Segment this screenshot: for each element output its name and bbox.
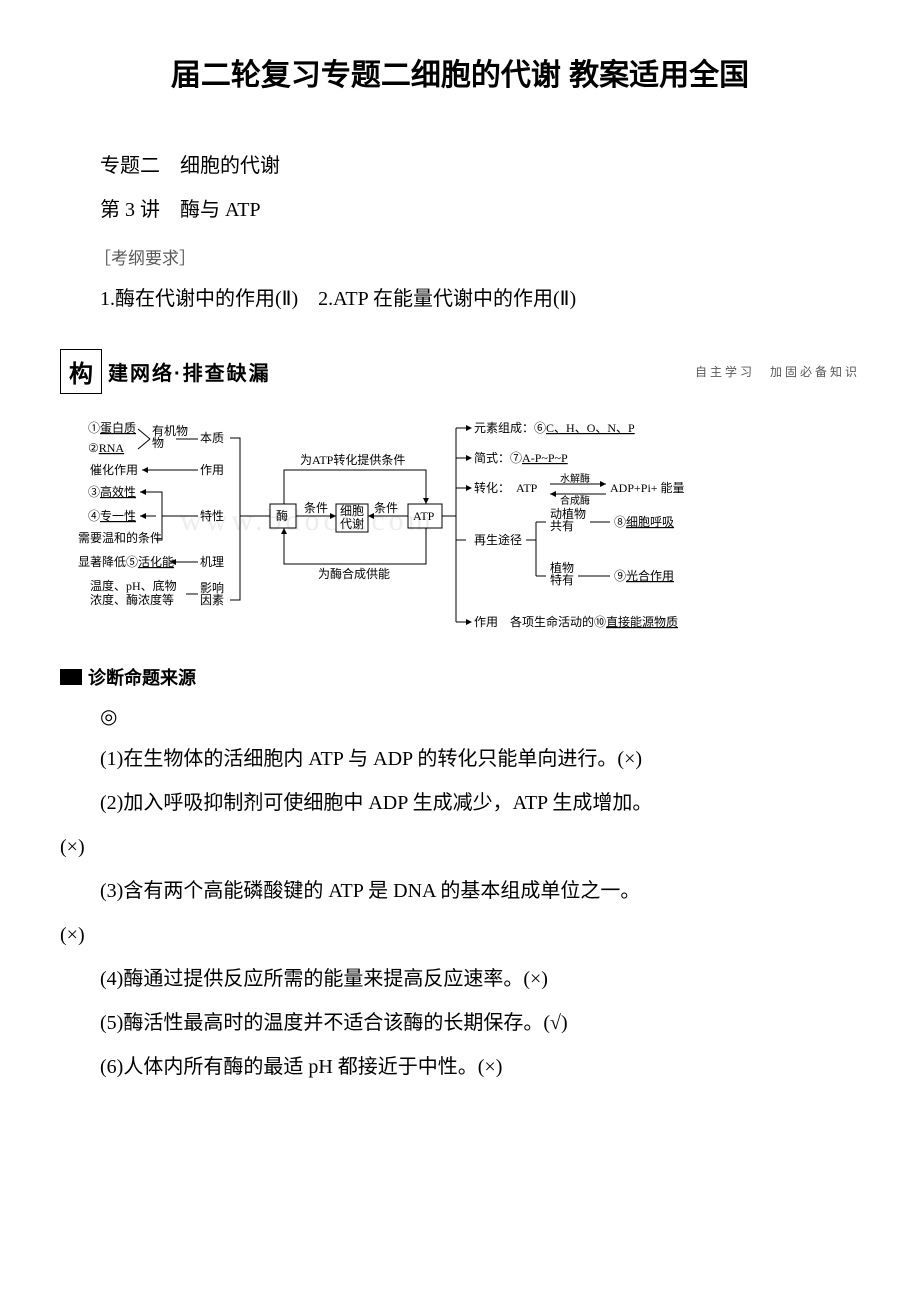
sub-section-title: 诊断命题来源 [88,664,196,690]
exam-req-label: ［考纲要求］ [60,244,860,269]
svg-text:代谢: 代谢 [340,516,364,531]
section-box-title: 建网络·排查缺漏 [108,357,271,386]
svg-text:水解酶: 水解酶 [560,472,590,485]
svg-text:特性: 特性 [200,508,224,523]
sub-section-header: 诊断命题来源 [60,664,860,690]
section-right-note: 自主学习 加固必备知识 [695,363,860,380]
exam-req-text: 1.酶在代谢中的作用(Ⅱ) 2.ATP 在能量代谢中的作用(Ⅱ) [60,277,860,321]
svg-text:②RNA: ②RNA [88,441,124,455]
svg-text:合成酶: 合成酶 [560,494,590,507]
svg-text:转化： ATP: 转化： ATP [474,480,538,495]
tf-item-2-cont: (×) [60,825,860,869]
svg-text:为酶合成供能: 为酶合成供能 [318,566,390,581]
concept-diagram: www.bdocx.com ①蛋白质 ②RNA 有机物 物 本质 催化作用 作用… [70,412,850,642]
section-header: 构 建网络·排查缺漏 自主学习 加固必备知识 [60,349,860,394]
svg-text:物: 物 [152,436,164,450]
svg-text:简式：⑦A-P~P~P: 简式：⑦A-P~P~P [474,451,568,465]
svg-text:因素: 因素 [200,593,224,607]
svg-text:⑨光合作用: ⑨光合作用 [614,568,674,583]
svg-text:ADP+Pi+ 能量: ADP+Pi+ 能量 [610,481,685,495]
svg-text:温度、pH、底物: 温度、pH、底物 [90,578,177,593]
tf-item-3: (3)含有两个高能磷酸键的 ATP 是 DNA 的基本组成单位之一。 [60,869,860,913]
svg-text:①蛋白质: ①蛋白质 [88,420,136,435]
bar-icon [60,669,82,685]
svg-text:机理: 机理 [200,555,224,569]
svg-text:③高效性: ③高效性 [88,484,136,499]
tf-item-1: (1)在生物体的活细胞内 ATP 与 ADP 的转化只能单向进行。(×) [60,737,860,781]
tf-item-5: (5)酶活性最高时的温度并不适合该酶的长期保存。(√) [60,1001,860,1045]
svg-text:特有: 特有 [550,572,574,587]
svg-text:需要温和的条件: 需要温和的条件 [78,530,162,545]
svg-text:④专一性: ④专一性 [88,508,136,523]
svg-text:催化作用: 催化作用 [90,463,138,477]
topic-line: 专题二 细胞的代谢 [60,144,860,188]
svg-text:作用: 作用 [200,463,224,477]
svg-text:ATP: ATP [413,509,435,523]
page-title: 届二轮复习专题二细胞的代谢 教案适用全国 [60,50,860,94]
section-box-char: 构 [60,349,102,394]
svg-text:共有: 共有 [550,519,574,533]
tf-item-4: (4)酶通过提供反应所需的能量来提高反应速率。(×) [60,957,860,1001]
svg-text:本质: 本质 [200,431,224,445]
svg-text:作用 各项生命活动的⑩直接能源物质: 作用 各项生命活动的⑩直接能源物质 [474,614,678,629]
svg-text:细胞: 细胞 [340,504,364,518]
circle-symbol: ◎ [60,704,860,729]
tf-item-3-cont: (×) [60,913,860,957]
svg-text:浓度、酶浓度等: 浓度、酶浓度等 [90,592,174,607]
svg-text:酶: 酶 [276,508,288,523]
svg-text:元素组成：⑥C、H、O、N、P: 元素组成：⑥C、H、O、N、P [474,421,635,435]
svg-text:显著降低⑤活化能: 显著降低⑤活化能 [78,555,174,569]
tf-item-6: (6)人体内所有酶的最适 pH 都接近于中性。(×) [60,1045,860,1089]
svg-text:为ATP转化提供条件: 为ATP转化提供条件 [300,452,405,467]
tf-item-2: (2)加入呼吸抑制剂可使细胞中 ADP 生成减少，ATP 生成增加。 [60,781,860,825]
svg-text:⑧细胞呼吸: ⑧细胞呼吸 [614,515,674,529]
lecture-line: 第 3 讲 酶与 ATP [60,188,860,232]
svg-text:条件: 条件 [304,501,328,515]
svg-text:条件: 条件 [374,501,398,515]
svg-text:再生途径: 再生途径 [474,532,522,547]
